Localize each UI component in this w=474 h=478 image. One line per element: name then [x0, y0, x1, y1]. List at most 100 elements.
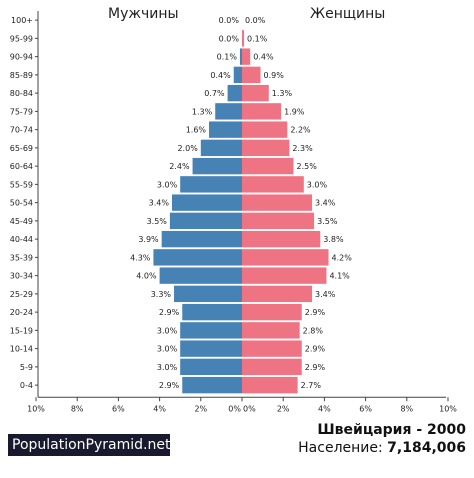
x-tick-label: 10% [27, 404, 45, 413]
female-bar [242, 139, 290, 157]
population-summary: Население: 7,184,006 [298, 440, 466, 456]
female-value-label: 4.1% [329, 272, 350, 281]
female-value-label: 2.9% [305, 345, 326, 354]
female-value-label: 3.8% [323, 235, 344, 244]
female-value-label: 2.7% [301, 381, 322, 390]
female-bar [242, 285, 313, 303]
x-tick-label: 4% [153, 404, 166, 413]
male-bar [159, 267, 242, 284]
female-bar [242, 358, 302, 376]
male-value-label: 2.4% [169, 162, 190, 171]
male-value-label: 4.3% [130, 253, 151, 262]
male-value-label: 3.0% [157, 363, 178, 372]
age-group-label: 25-29 [10, 290, 33, 299]
male-bar [153, 249, 242, 266]
female-value-label: 0.1% [247, 34, 268, 43]
male-bar [233, 66, 242, 84]
female-value-label: 2.5% [297, 162, 318, 171]
male-bar [171, 194, 242, 211]
male-bar [174, 285, 242, 303]
female-bar [242, 103, 282, 120]
x-tick-label: 0% [228, 404, 241, 413]
age-group-label: 10-14 [10, 345, 33, 354]
male-bar [215, 103, 242, 120]
female-value-label: 2.3% [292, 144, 313, 153]
age-group-label: 70-74 [10, 126, 33, 135]
female-value-label: 3.4% [315, 199, 336, 208]
age-group-label: 55-59 [10, 180, 33, 189]
brand-logo: PopulationPyramid.net [8, 434, 170, 456]
female-bar [242, 84, 269, 102]
male-value-label: 2.9% [159, 308, 180, 317]
x-tick-label: 0% [243, 404, 256, 413]
male-bar [192, 157, 242, 175]
male-bar [161, 230, 242, 248]
female-bar [242, 376, 298, 394]
female-bar [242, 30, 245, 47]
female-bar [242, 267, 327, 284]
male-value-label: 3.0% [157, 345, 178, 354]
female-value-label: 2.8% [303, 326, 324, 335]
female-value-label: 1.3% [272, 89, 293, 98]
female-bar [242, 66, 261, 84]
male-value-label: 1.6% [186, 126, 207, 135]
x-tick-label: 6% [112, 404, 125, 413]
male-bar [200, 139, 242, 157]
x-tick-label: 2% [194, 404, 207, 413]
age-group-label: 0-4 [20, 381, 33, 390]
male-value-label: 0.4% [210, 71, 231, 80]
male-bar [180, 358, 242, 376]
female-bar [242, 121, 288, 138]
female-value-label: 2.9% [305, 363, 326, 372]
population-value: 7,184,006 [387, 440, 466, 456]
female-bar [242, 194, 313, 211]
age-group-label: 60-64 [10, 162, 33, 171]
female-value-label: 1.9% [284, 107, 305, 116]
female-value-label: 3.0% [307, 180, 328, 189]
x-tick-label: 4% [318, 404, 331, 413]
age-group-label: 30-34 [10, 272, 33, 281]
country-year-title: Швейцария - 2000 [317, 422, 466, 438]
male-value-label: 0.0% [219, 16, 240, 25]
male-value-label: 1.3% [192, 107, 213, 116]
x-tick-label: 8% [400, 404, 413, 413]
male-value-label: 0.1% [217, 53, 238, 62]
female-bar [242, 230, 321, 248]
female-value-label: 3.5% [317, 217, 338, 226]
female-value-label: 3.4% [315, 290, 336, 299]
age-group-label: 15-19 [10, 326, 33, 335]
male-value-label: 0.7% [204, 89, 225, 98]
female-bar [242, 303, 302, 321]
female-bar [242, 48, 251, 65]
female-value-label: 2.2% [290, 126, 311, 135]
male-bar [182, 303, 242, 321]
female-value-label: 0.4% [253, 53, 274, 62]
x-tick-label: 10% [439, 404, 457, 413]
male-bar [227, 84, 242, 102]
male-value-label: 3.0% [157, 326, 178, 335]
population-label: Население: [298, 440, 383, 456]
male-value-label: 3.5% [147, 217, 168, 226]
female-value-label: 0.0% [245, 16, 266, 25]
male-bar [180, 176, 242, 193]
male-value-label: 0.0% [219, 34, 240, 43]
female-value-label: 2.9% [305, 308, 326, 317]
age-group-label: 45-49 [10, 217, 33, 226]
age-group-label: 75-79 [10, 107, 33, 116]
female-bar [242, 212, 315, 230]
age-group-label: 85-89 [10, 71, 33, 80]
male-value-label: 2.0% [177, 144, 198, 153]
age-group-label: 80-84 [10, 89, 33, 98]
age-group-label: 5-9 [20, 363, 33, 372]
age-group-label: 20-24 [10, 308, 33, 317]
female-value-label: 0.9% [264, 71, 285, 80]
age-group-label: 35-39 [10, 253, 33, 262]
male-value-label: 3.9% [138, 235, 159, 244]
female-bar [242, 322, 300, 339]
male-value-label: 4.0% [136, 272, 157, 281]
female-header: Женщины [310, 6, 386, 22]
male-bar [209, 121, 242, 138]
male-value-label: 3.3% [151, 290, 172, 299]
male-value-label: 3.4% [149, 199, 170, 208]
female-bar [242, 340, 302, 357]
